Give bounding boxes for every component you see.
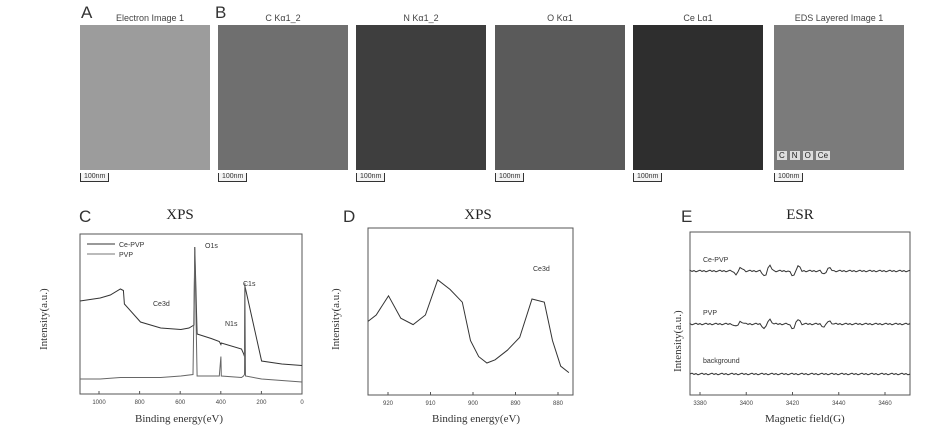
n-element-map xyxy=(356,25,486,170)
esr-trace-label-pvp: PVP xyxy=(703,310,717,317)
xps-c-tick-label-0: 1000 xyxy=(92,400,106,406)
esr-e-tick-label-4: 3460 xyxy=(878,401,892,407)
eds-legend-ce: Ce xyxy=(816,151,830,160)
o-map-title: O Kα1 xyxy=(495,13,625,23)
xps-c-legend-pvp: PVP xyxy=(119,252,133,259)
esr-trace-label-background: background xyxy=(703,358,740,365)
xps-d-tick-label-4: 880 xyxy=(553,401,564,407)
xps-d-chart: 920 910 900 890 880 Ce3d xyxy=(348,226,583,412)
eds-layered-title: EDS Layered Image 1 xyxy=(774,13,904,23)
eds-legend-n: N xyxy=(790,151,800,160)
xps-c-legend-ce-pvp: Ce-PVP xyxy=(119,242,145,249)
panel-letter-a: A xyxy=(81,3,92,23)
xps-d-tick-label-3: 890 xyxy=(510,401,521,407)
esr-trace-label-ce-pvp: Ce-PVP xyxy=(703,257,729,264)
xps-c-title: XPS xyxy=(120,207,240,224)
esr-e-tick-label-3: 3440 xyxy=(832,401,846,407)
scale-bar-eds: 100nm xyxy=(774,173,803,182)
eds-legend: C N O Ce xyxy=(777,151,830,160)
xps-c-peak-ce3d: Ce3d xyxy=(153,301,170,308)
xps-c-tick-label-1: 800 xyxy=(135,400,146,406)
xps-c-tick-label-5: 0 xyxy=(300,400,304,406)
c-element-map xyxy=(218,25,348,170)
esr-e-tick-label-0: 3380 xyxy=(693,401,707,407)
c-map-title: C Kα1_2 xyxy=(218,13,348,23)
xps-d-frame xyxy=(368,228,573,395)
esr-e-xlabel: Magnetic field(G) xyxy=(765,413,845,425)
panel-letter-d: D xyxy=(343,207,355,227)
xps-c-tick-label-2: 600 xyxy=(175,400,186,406)
esr-e-tick-label-1: 3400 xyxy=(740,401,754,407)
xps-d-series xyxy=(368,280,569,373)
xps-d-peak-ce3d: Ce3d xyxy=(533,266,550,273)
electron-image-title: Electron Image 1 xyxy=(95,13,205,23)
ce-map-title: Ce Lα1 xyxy=(633,13,763,23)
electron-image xyxy=(80,25,210,170)
xps-c-tick-label-4: 200 xyxy=(256,400,267,406)
xps-c-peak-c1s: C1s xyxy=(243,281,256,288)
eds-legend-c: C xyxy=(777,151,787,160)
xps-c-chart: 1000 800 600 400 200 0 Ce-PVP PVP O1s Ce3d N1… xyxy=(55,226,310,412)
o-element-map xyxy=(495,25,625,170)
esr-e-tick-label-2: 3420 xyxy=(786,401,800,407)
xps-c-xlabel: Binding energy(eV) xyxy=(135,413,223,425)
xps-d-tick-label-1: 910 xyxy=(425,401,436,407)
xps-c-peak-o1s: O1s xyxy=(205,243,218,250)
esr-e-chart: 3380 3400 3420 3440 3460 Ce-PVP PVP backgrou… xyxy=(685,226,925,412)
xps-d-xlabel: Binding energy(eV) xyxy=(432,413,520,425)
eds-legend-o: O xyxy=(803,151,813,160)
scale-bar-electron: 100nm xyxy=(80,173,109,182)
eds-layered-image xyxy=(774,25,904,170)
esr-series-2 xyxy=(690,319,910,329)
xps-d-ylabel: Intensity(a.u.) xyxy=(330,288,342,350)
n-map-title: N Kα1_2 xyxy=(356,13,486,23)
xps-c-ylabel: Intensity(a.u.) xyxy=(38,288,50,350)
xps-c-peak-n1s: N1s xyxy=(225,321,238,328)
ce-element-map xyxy=(633,25,763,170)
panel-letter-e: E xyxy=(681,207,692,227)
xps-d-tick-label-0: 920 xyxy=(383,401,394,407)
esr-e-title: ESR xyxy=(740,207,860,224)
scale-bar-c: 100nm xyxy=(218,173,247,182)
xps-d-tick-label-2: 900 xyxy=(468,401,479,407)
xps-c-frame xyxy=(80,234,302,394)
xps-c-tick-label-3: 400 xyxy=(216,400,227,406)
esr-series-1 xyxy=(690,265,910,276)
scale-bar-o: 100nm xyxy=(495,173,524,182)
scale-bar-ce: 100nm xyxy=(633,173,662,182)
xps-c-series-1 xyxy=(80,247,302,366)
panel-letter-c: C xyxy=(79,207,91,227)
scale-bar-n: 100nm xyxy=(356,173,385,182)
esr-e-ylabel: Intensity(a.u.) xyxy=(672,310,684,372)
esr-series-3 xyxy=(690,373,910,375)
xps-d-title: XPS xyxy=(418,207,538,224)
